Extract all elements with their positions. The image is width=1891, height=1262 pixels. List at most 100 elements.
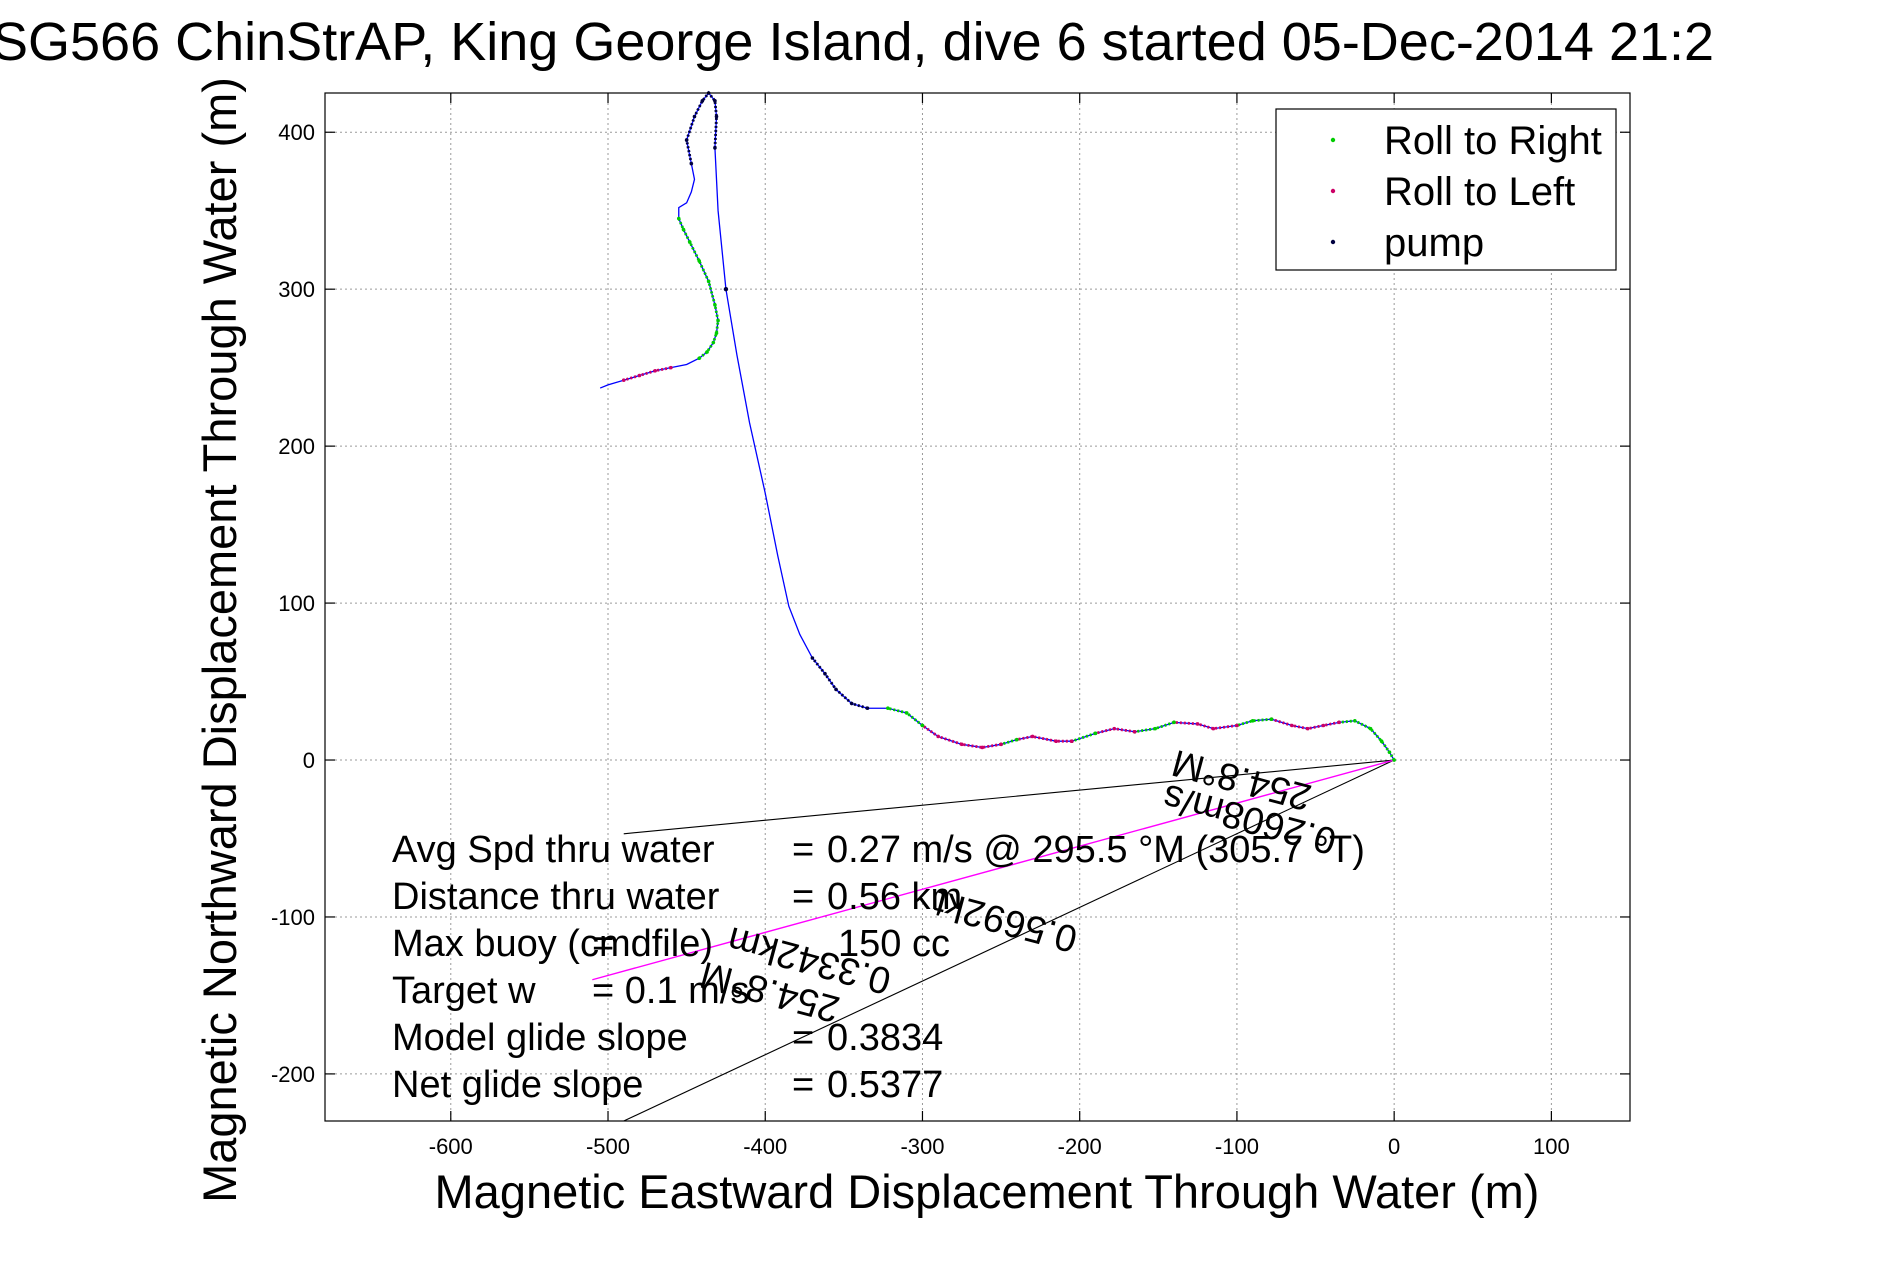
chart-title: SG566 ChinStrAP, King George Island, div… — [0, 12, 1714, 72]
track-point — [823, 671, 827, 676]
stat-label: Avg Spd thru water — [392, 829, 715, 871]
legend-marker — [1330, 239, 1336, 245]
y-tick-label: -100 — [271, 905, 315, 930]
track-point — [1211, 726, 1216, 731]
stat-label: Max buoy (cmdfile) — [392, 923, 713, 965]
track-point — [1250, 718, 1255, 723]
segment-line — [1134, 721, 1175, 734]
track-point — [999, 742, 1003, 747]
roll-right-segment — [886, 706, 925, 728]
track-point — [723, 286, 729, 292]
track-point — [714, 114, 719, 119]
heading-line — [592, 759, 1395, 981]
track-point — [904, 711, 909, 715]
segment-line — [1071, 732, 1096, 743]
legend-label: pump — [1384, 221, 1484, 265]
track-point — [1392, 758, 1396, 762]
legend-item: pump — [1330, 221, 1484, 265]
segment-line — [1236, 717, 1272, 727]
stat-value: 0.56 km — [827, 876, 962, 918]
track-point — [1153, 726, 1157, 731]
roll-right-segment — [676, 216, 720, 361]
track-point — [886, 706, 890, 711]
track-point — [706, 279, 711, 284]
reference-line — [623, 759, 1395, 1122]
track-point — [920, 723, 925, 728]
segment-line — [1000, 738, 1018, 746]
track-point — [684, 138, 689, 142]
track-point — [1070, 739, 1074, 743]
x-ticks: -600 -500 -400 -300 -200 -100 0 100 — [429, 93, 1570, 1159]
reference-line — [623, 759, 1395, 835]
track-point — [697, 259, 702, 263]
stat-row: Distance thru water = 0.56 km — [392, 876, 962, 918]
track-layer — [599, 90, 1396, 762]
track-point — [1015, 737, 1019, 742]
roll-left-segment — [621, 365, 673, 383]
y-tick-label: 300 — [278, 277, 315, 302]
track-point — [849, 701, 854, 706]
stat-label: Net glide slope — [392, 1064, 643, 1106]
segment-line — [623, 366, 672, 382]
track-point — [1195, 722, 1200, 726]
x-tick-label: 100 — [1533, 1134, 1570, 1159]
track-point — [865, 706, 870, 711]
stats-block: Avg Spd thru water = 0.27 m/s @ 295.5 °M (… — [392, 829, 1365, 1106]
legend-marker — [1330, 188, 1336, 194]
track-point — [1337, 720, 1341, 725]
y-tick-label: 100 — [278, 591, 315, 616]
stat-row: Avg Spd thru water = 0.27 m/s @ 295.5 °M (… — [392, 829, 1365, 871]
track-point — [1112, 726, 1117, 731]
segment-line — [1173, 720, 1238, 731]
track-point — [669, 365, 673, 370]
roll-left-segment — [920, 723, 1003, 750]
stat-label: Target w — [392, 970, 536, 1012]
track-point — [692, 114, 697, 119]
x-tick-label: -600 — [429, 1134, 473, 1159]
track-point — [705, 350, 709, 354]
track-point — [711, 340, 716, 345]
track-point — [1387, 750, 1392, 754]
y-tick-label: -200 — [271, 1062, 315, 1087]
track-point — [1368, 726, 1373, 731]
track-point — [713, 146, 717, 150]
track-point — [713, 99, 717, 103]
pump-segment — [684, 90, 719, 166]
legend-label: Roll to Right — [1384, 119, 1602, 163]
track-point — [700, 99, 705, 103]
track-point — [687, 240, 692, 244]
x-tick-label: -100 — [1215, 1134, 1259, 1159]
legend-item: Roll to Right — [1330, 119, 1602, 163]
stat-equals: = — [792, 876, 814, 918]
segment-line — [685, 90, 718, 164]
stat-label: Model glide slope — [392, 1017, 688, 1059]
track-point — [1172, 720, 1176, 725]
track-point — [653, 368, 657, 373]
stat-value: 150 cc — [838, 923, 950, 965]
pump-segment — [810, 656, 870, 711]
x-tick-label: -300 — [900, 1134, 944, 1159]
track-point — [1305, 726, 1310, 731]
track-point — [689, 161, 694, 166]
stat-equals: = — [792, 1064, 814, 1106]
stat-value: 0.5377 — [827, 1064, 943, 1106]
track-point — [1054, 739, 1058, 743]
y-ticks: -200 -100 0 100 200 300 400 — [271, 120, 1630, 1087]
track-point — [936, 734, 940, 739]
track-point — [1030, 734, 1035, 739]
track-point — [810, 656, 815, 660]
reference-lines — [592, 759, 1395, 1122]
track-point — [714, 331, 719, 335]
track-point — [834, 687, 838, 692]
x-tick-label: -500 — [586, 1134, 630, 1159]
segment-line — [921, 724, 1002, 749]
track-point — [1379, 739, 1384, 743]
x-tick-label: -400 — [743, 1134, 787, 1159]
stat-label: Distance thru water — [392, 876, 720, 918]
track-point — [1093, 731, 1098, 736]
track-point — [621, 378, 626, 383]
track-point — [713, 303, 717, 307]
legend-item: Roll to Left — [1330, 170, 1575, 214]
legend: Roll to Right Roll to Left pump — [1275, 108, 1617, 271]
track-point — [1321, 723, 1326, 728]
